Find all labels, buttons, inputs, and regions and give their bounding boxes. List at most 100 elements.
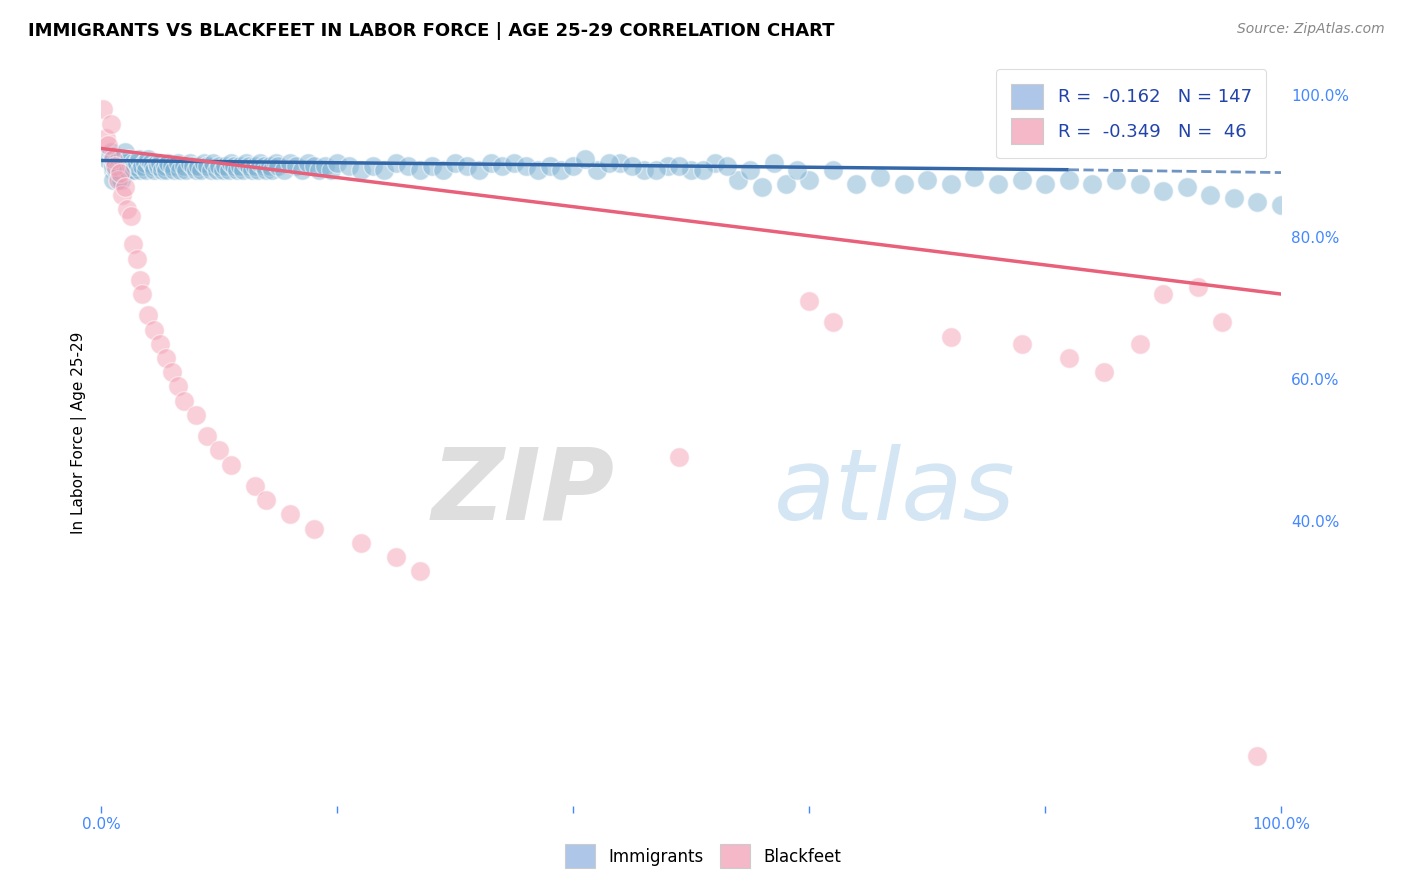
Point: [155, 162, 177, 177]
Text: ZIP: ZIP: [432, 444, 614, 541]
Point: [190, 162, 212, 177]
Point: [1152, 184, 1174, 198]
Point: [118, 152, 141, 166]
Point: [291, 162, 314, 177]
Point: [136, 152, 159, 166]
Point: [550, 162, 572, 177]
Point: [314, 159, 336, 173]
Y-axis label: In Labor Force | Age 25-29: In Labor Force | Age 25-29: [72, 332, 87, 533]
Point: [302, 159, 325, 173]
Point: [1092, 365, 1115, 379]
Point: [456, 159, 478, 173]
Point: [152, 162, 174, 177]
Point: [235, 155, 257, 169]
Point: [110, 173, 132, 187]
Point: [205, 162, 228, 177]
Point: [786, 162, 808, 177]
Point: [751, 180, 773, 194]
Point: [762, 155, 785, 169]
Point: [939, 329, 962, 343]
Text: atlas: atlas: [773, 444, 1015, 541]
Point: [166, 379, 188, 393]
Point: [1057, 351, 1080, 365]
Point: [195, 429, 218, 443]
Point: [1081, 177, 1104, 191]
Point: [114, 180, 136, 194]
Point: [117, 162, 139, 177]
Point: [112, 155, 135, 169]
Point: [160, 365, 183, 379]
Point: [120, 209, 142, 223]
Point: [253, 159, 276, 173]
Point: [211, 162, 233, 177]
Point: [93, 103, 115, 117]
Point: [1011, 336, 1033, 351]
Point: [987, 177, 1010, 191]
Point: [122, 237, 145, 252]
Point: [173, 393, 195, 408]
Point: [160, 159, 183, 173]
Point: [208, 159, 231, 173]
Point: [254, 162, 277, 177]
Point: [821, 162, 844, 177]
Point: [633, 162, 655, 177]
Point: [1199, 187, 1222, 202]
Point: [224, 159, 246, 173]
Point: [218, 162, 240, 177]
Point: [129, 162, 152, 177]
Point: [94, 130, 117, 145]
Point: [115, 155, 138, 169]
Point: [184, 408, 207, 422]
Point: [153, 159, 176, 173]
Point: [155, 351, 177, 365]
Point: [225, 162, 247, 177]
Point: [420, 159, 443, 173]
Point: [574, 152, 596, 166]
Point: [200, 162, 222, 177]
Point: [131, 159, 153, 173]
Point: [219, 155, 242, 169]
Point: [692, 162, 714, 177]
Point: [893, 177, 915, 191]
Point: [479, 155, 502, 169]
Point: [538, 159, 561, 173]
Legend: R =  -0.162   N = 147, R =  -0.349   N =  46: R = -0.162 N = 147, R = -0.349 N = 46: [997, 70, 1267, 159]
Point: [644, 162, 666, 177]
Point: [444, 155, 467, 169]
Point: [149, 336, 172, 351]
Point: [681, 162, 703, 177]
Point: [101, 162, 124, 177]
Point: [350, 162, 373, 177]
Point: [1152, 287, 1174, 301]
Point: [195, 159, 218, 173]
Point: [273, 162, 295, 177]
Point: [262, 162, 284, 177]
Point: [124, 159, 146, 173]
Point: [100, 117, 122, 131]
Point: [125, 155, 148, 169]
Point: [238, 159, 260, 173]
Point: [184, 162, 207, 177]
Point: [134, 155, 156, 169]
Point: [797, 173, 820, 187]
Point: [101, 173, 124, 187]
Point: [1105, 173, 1128, 187]
Point: [1033, 177, 1056, 191]
Point: [1128, 177, 1150, 191]
Point: [869, 169, 891, 184]
Point: [727, 173, 749, 187]
Point: [115, 162, 138, 177]
Point: [128, 152, 150, 166]
Point: [668, 159, 690, 173]
Point: [120, 159, 142, 173]
Point: [101, 152, 124, 166]
Point: [101, 159, 124, 173]
Point: [278, 155, 301, 169]
Point: [385, 155, 408, 169]
Point: [101, 148, 124, 162]
Point: [208, 443, 231, 458]
Point: [598, 155, 620, 169]
Point: [1211, 316, 1233, 330]
Point: [114, 145, 136, 159]
Point: [562, 159, 585, 173]
